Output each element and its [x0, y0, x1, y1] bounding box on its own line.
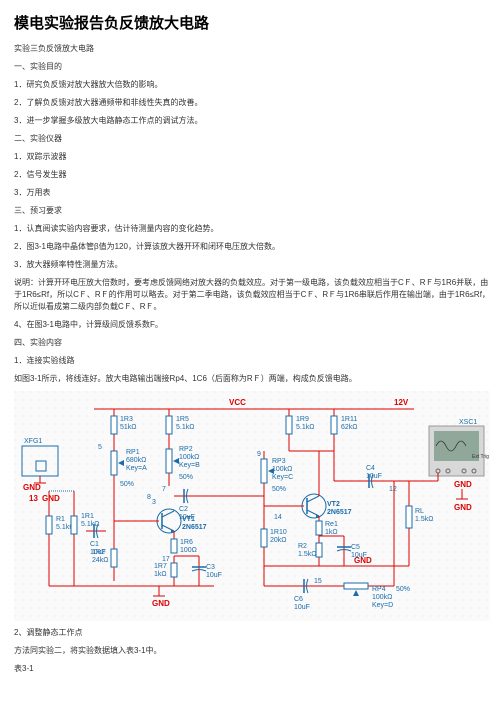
- xsc1: XSC1: [459, 419, 477, 426]
- body-text: 实验三负反馈放大电路一、实验目的 1．研究负反馈对放大器放大倍数的影响。 2．了解负…: [14, 43, 490, 385]
- text-line: 四、实验内容: [14, 337, 490, 349]
- text-line: 实验三负反馈放大电路: [14, 43, 490, 55]
- text-line: 1．研究负反馈对放大器放大倍数的影响。: [14, 79, 490, 91]
- page-title: 模电实验报告负反馈放大电路: [14, 12, 490, 33]
- text-line: 3．进一步掌握多级放大电路静态工作点的调试方法。: [14, 115, 490, 127]
- gnd-1: GND: [23, 483, 41, 492]
- text-line: 方法同实验二，将实验数据填入表3-1中。: [14, 645, 490, 657]
- gnd-2: GND: [42, 494, 60, 503]
- 1r10: 1R1020kΩ: [270, 529, 287, 544]
- xfg1-label: XFG1: [24, 438, 42, 445]
- node5: 5: [98, 444, 102, 451]
- text-line: 1．认真阅读实验内容要求，估计待测量内容的变化趋势。: [14, 223, 490, 235]
- node8: 8: [147, 494, 151, 501]
- text-line: 一、实验目的: [14, 61, 490, 73]
- text-line: 3．放大器频率特性测量方法。: [14, 259, 490, 271]
- text-line: 2．了解负反馈对放大器通频带和非线性失真的改善。: [14, 97, 490, 109]
- net-12v: 12V: [394, 398, 409, 407]
- text-line: 2．信号发生器: [14, 169, 490, 181]
- node14: 14: [274, 514, 282, 521]
- text-line: 表3-1: [14, 663, 490, 675]
- text-line: 三、预习要求: [14, 205, 490, 217]
- text-line: 1．连接实验线路: [14, 355, 490, 367]
- node9: 9: [257, 451, 261, 458]
- text-line: 3．万用表: [14, 187, 490, 199]
- p50a: 50%: [120, 481, 134, 488]
- node12: 12: [389, 486, 397, 493]
- circuit-diagram: VCC 12V XFG1 GND 13 GND R15.1kΩ 1R15.1kΩ…: [14, 391, 490, 621]
- p50b: 50%: [179, 474, 193, 481]
- node13: 13: [29, 494, 38, 503]
- text-line: 说明：计算开环电压放大倍数时，要考虑反馈网络对放大器的负载效应。对于第一级电路，…: [14, 277, 490, 313]
- text-line: 4、在图3-1电路中，计算级间反馈系数F。: [14, 319, 490, 331]
- node7: 7: [162, 486, 166, 493]
- node17: 17: [162, 556, 170, 563]
- svg-text:Ext Trig: Ext Trig: [472, 454, 489, 460]
- net-vcc: VCC: [229, 398, 246, 407]
- gnd-3: GND: [152, 599, 170, 608]
- node15: 15: [314, 578, 322, 585]
- gnd-5: GND: [454, 480, 472, 489]
- p50d: 50%: [396, 586, 410, 593]
- gnd-4: GND: [354, 556, 372, 565]
- 1r11: 1R1162kΩ: [341, 416, 358, 431]
- re1: Re11kΩ: [325, 521, 338, 536]
- after-text: 2、调整静态工作点方法同实验二，将实验数据填入表3-1中。表3-1: [14, 627, 490, 675]
- text-line: 如图3-1所示，将线连好。放大电路输出端接Rp4、1C6（后面称为RＦ）两端，构…: [14, 373, 490, 385]
- node3: 3: [152, 499, 156, 506]
- text-line: 2．图3-1电路中晶体管β值为120，计算该放大器开环和闭环电压放大倍数。: [14, 241, 490, 253]
- gnd-6: GND: [454, 503, 472, 512]
- 1r7: 1R71kΩ: [154, 563, 167, 578]
- p50c: 50%: [272, 486, 286, 493]
- text-line: 1．双踪示波器: [14, 151, 490, 163]
- text-line: 2、调整静态工作点: [14, 627, 490, 639]
- text-line: 二、实验仪器: [14, 133, 490, 145]
